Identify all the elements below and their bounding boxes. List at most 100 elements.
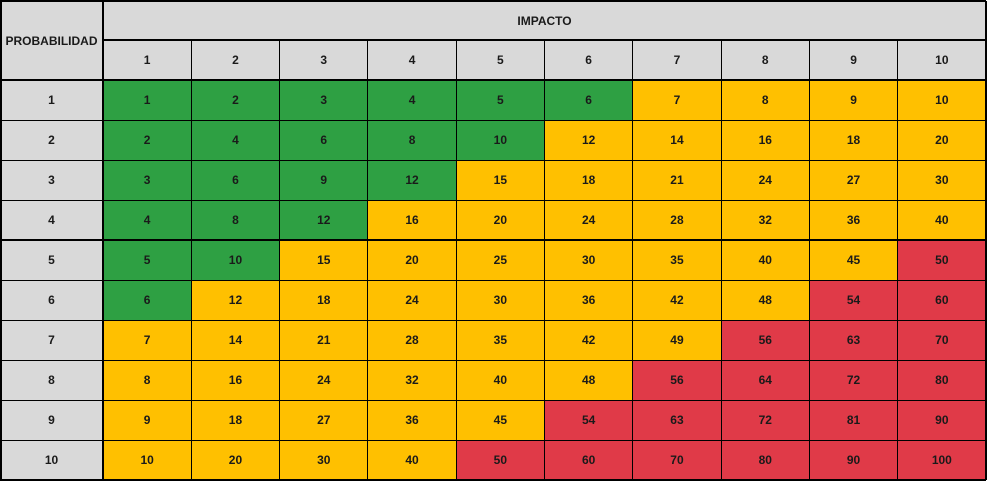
matrix-cell: 32 bbox=[367, 360, 457, 400]
matrix-cell: 24 bbox=[279, 360, 368, 400]
matrix-cell: 56 bbox=[721, 320, 810, 360]
matrix-cell: 6 bbox=[279, 120, 368, 160]
matrix-cell: 16 bbox=[367, 200, 457, 240]
frame-line bbox=[985, 1, 987, 480]
matrix-cell: 28 bbox=[632, 200, 722, 240]
matrix-cell: 27 bbox=[809, 160, 898, 200]
matrix-cell: 50 bbox=[456, 440, 545, 480]
matrix-cell: 25 bbox=[456, 240, 545, 280]
matrix-cell: 16 bbox=[191, 360, 280, 400]
matrix-cell: 7 bbox=[632, 80, 722, 120]
matrix-cell: 80 bbox=[721, 440, 810, 480]
grid-line bbox=[0, 399, 986, 401]
matrix-cell: 6 bbox=[544, 80, 633, 120]
matrix-cell: 40 bbox=[897, 200, 986, 240]
matrix-cell: 2 bbox=[103, 120, 192, 160]
matrix-cell: 60 bbox=[544, 440, 633, 480]
matrix-cell: 50 bbox=[897, 240, 986, 280]
matrix-cell: 2 bbox=[191, 80, 280, 120]
grid-line bbox=[720, 40, 722, 480]
column-header: 4 bbox=[367, 40, 457, 80]
matrix-cell: 24 bbox=[721, 160, 810, 200]
matrix-cell: 14 bbox=[632, 120, 722, 160]
matrix-cell: 54 bbox=[809, 280, 898, 320]
matrix-cell: 6 bbox=[103, 280, 192, 320]
matrix-cell: 8 bbox=[721, 80, 810, 120]
matrix-cell: 56 bbox=[632, 360, 722, 400]
row-header: 9 bbox=[0, 400, 103, 440]
matrix-cell: 12 bbox=[544, 120, 633, 160]
matrix-cell: 21 bbox=[279, 320, 368, 360]
column-header: 9 bbox=[809, 40, 898, 80]
matrix-cell: 64 bbox=[721, 360, 810, 400]
column-header: 8 bbox=[721, 40, 810, 80]
matrix-cell: 40 bbox=[456, 360, 545, 400]
grid-line bbox=[897, 40, 899, 480]
matrix-cell: 45 bbox=[456, 400, 545, 440]
row-header: 4 bbox=[0, 200, 103, 240]
matrix-cell: 20 bbox=[456, 200, 545, 240]
row-header: 10 bbox=[0, 440, 103, 480]
matrix-cell: 9 bbox=[809, 80, 898, 120]
matrix-cell: 100 bbox=[897, 440, 986, 480]
matrix-cell: 7 bbox=[103, 320, 192, 360]
column-header: 1 bbox=[103, 40, 192, 80]
matrix-cell: 63 bbox=[632, 400, 722, 440]
matrix-cell: 3 bbox=[103, 160, 192, 200]
grid-line bbox=[0, 159, 986, 161]
grid-line bbox=[0, 199, 986, 201]
matrix-cell: 9 bbox=[103, 400, 192, 440]
matrix-cell: 63 bbox=[809, 320, 898, 360]
matrix-cell: 10 bbox=[897, 80, 986, 120]
matrix-cell: 8 bbox=[191, 200, 280, 240]
matrix-cell: 48 bbox=[721, 280, 810, 320]
row-header: 8 bbox=[0, 360, 103, 400]
matrix-cell: 8 bbox=[103, 360, 192, 400]
matrix-cell: 81 bbox=[809, 400, 898, 440]
matrix-cell: 70 bbox=[632, 440, 722, 480]
grid-line bbox=[0, 279, 986, 281]
grid-line bbox=[544, 40, 545, 480]
frame-line bbox=[0, 479, 986, 481]
matrix-cell: 18 bbox=[279, 280, 368, 320]
matrix-cell: 35 bbox=[632, 240, 722, 280]
grid-line bbox=[367, 40, 369, 480]
matrix-cell: 72 bbox=[809, 360, 898, 400]
column-header: 2 bbox=[191, 40, 280, 80]
matrix-cell: 28 bbox=[367, 320, 457, 360]
grid-line bbox=[0, 439, 986, 441]
matrix-cell: 15 bbox=[279, 240, 368, 280]
grid-line bbox=[0, 78, 986, 82]
matrix-cell: 35 bbox=[456, 320, 545, 360]
matrix-cell: 20 bbox=[367, 240, 457, 280]
matrix-cell: 18 bbox=[544, 160, 633, 200]
matrix-cell: 27 bbox=[279, 400, 368, 440]
matrix-cell: 48 bbox=[544, 360, 633, 400]
matrix-cell: 36 bbox=[809, 200, 898, 240]
matrix-cell: 20 bbox=[191, 440, 280, 480]
matrix-cell: 10 bbox=[103, 440, 192, 480]
matrix-cell: 36 bbox=[544, 280, 633, 320]
matrix-cell: 18 bbox=[809, 120, 898, 160]
grid-line bbox=[0, 319, 986, 321]
row-header: 2 bbox=[0, 120, 103, 160]
matrix-cell: 20 bbox=[897, 120, 986, 160]
row-header: 6 bbox=[0, 280, 103, 320]
matrix-cell: 15 bbox=[456, 160, 545, 200]
grid-line bbox=[0, 239, 986, 241]
column-header: 10 bbox=[897, 40, 986, 80]
matrix-cell: 30 bbox=[897, 160, 986, 200]
matrix-cell: 14 bbox=[191, 320, 280, 360]
matrix-cell: 54 bbox=[544, 400, 633, 440]
matrix-cell: 4 bbox=[367, 80, 457, 120]
column-header: 6 bbox=[544, 40, 633, 80]
matrix-cell: 24 bbox=[367, 280, 457, 320]
matrix-cell: 5 bbox=[456, 80, 545, 120]
grid-line bbox=[190, 40, 192, 480]
matrix-cell: 4 bbox=[191, 120, 280, 160]
matrix-cell: 30 bbox=[456, 280, 545, 320]
matrix-cell: 12 bbox=[279, 200, 368, 240]
matrix-cell: 40 bbox=[367, 440, 457, 480]
row-header: 1 bbox=[0, 80, 103, 120]
frame-line bbox=[0, 0, 986, 2]
